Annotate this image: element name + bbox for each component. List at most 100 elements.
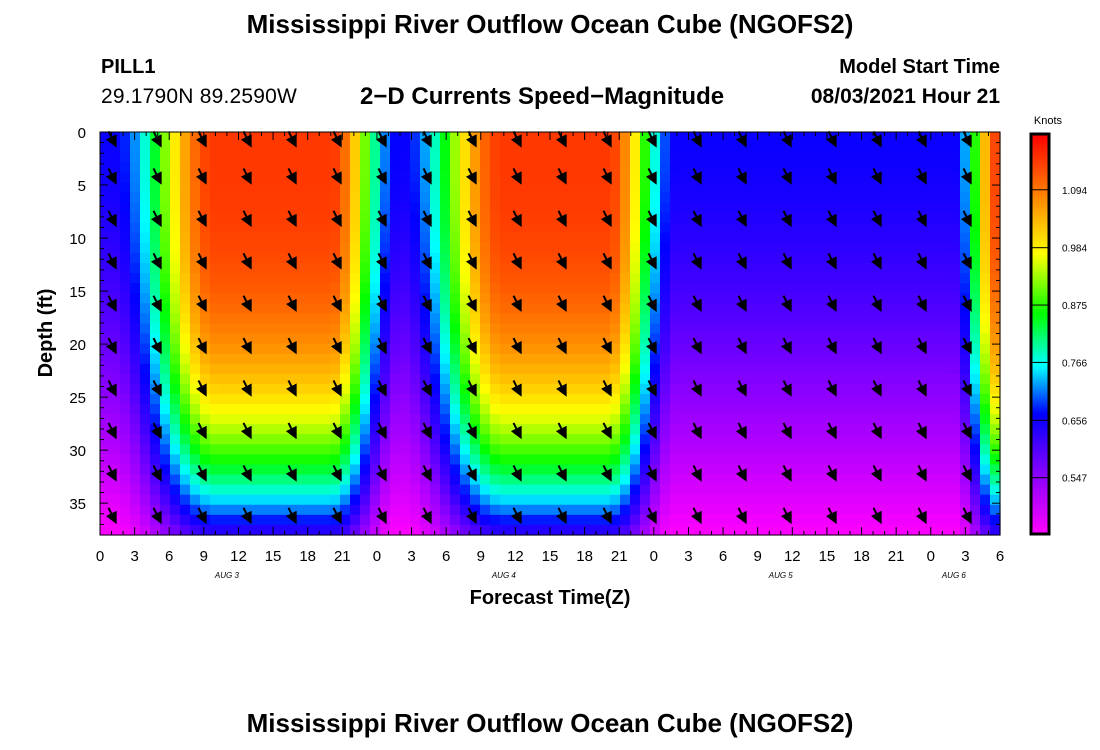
heatmap-cell [940,172,951,183]
current-vector-arrow [870,507,882,525]
heatmap-cell [200,202,211,214]
heatmap-cell [200,303,211,314]
current-vector-arrow [870,380,882,397]
heatmap-cell [750,142,761,153]
heatmap-cell [100,404,111,415]
heatmap-cell [860,132,871,143]
heatmap-cell [730,524,741,536]
heatmap-cell [530,494,541,506]
heatmap-cell [610,242,621,254]
heatmap-cell [940,182,951,194]
heatmap-cell [330,524,341,536]
heatmap-cell [810,182,821,194]
heatmap-cell [450,484,461,496]
heatmap-cell [840,142,851,153]
heatmap-cell [850,172,861,183]
heatmap-cell [290,313,301,325]
heatmap-cell [760,524,771,536]
heatmap-cell [400,524,411,536]
heatmap-cell [870,514,881,526]
heatmap-cell [640,182,651,194]
heatmap-cell [150,393,161,405]
heatmap-cell [880,514,891,526]
heatmap-cell [620,242,631,254]
heatmap-cell [280,313,291,325]
heatmap-cell [810,363,821,375]
heatmap-cell [550,252,561,264]
heatmap-cell [260,162,271,173]
x-tick-label: 21 [611,548,628,565]
heatmap-cell [840,524,851,536]
heatmap-cell [260,383,271,395]
heatmap-cell [810,454,821,466]
heatmap-cell [100,212,111,224]
heatmap-cell [400,172,411,183]
heatmap-cell [220,202,231,214]
heatmap-cell [380,323,391,335]
heatmap-cell [580,192,591,204]
heatmap-cell [720,242,731,254]
heatmap-cell [520,363,531,375]
heatmap-cell [900,353,911,365]
heatmap-cell [700,262,711,274]
heatmap-cell [970,293,981,304]
heatmap-cell [590,343,601,355]
heatmap-cell [460,242,471,254]
heatmap-cell [380,444,391,455]
heatmap-cell [640,444,651,455]
heatmap-cell [340,383,351,395]
heatmap-cell [210,404,221,415]
heatmap-cell [210,172,221,183]
heatmap-cell [880,404,891,415]
heatmap-cell [570,192,581,204]
heatmap-cell [450,524,461,536]
heatmap-cell [990,434,1001,445]
heatmap-cell [660,383,671,395]
heatmap-cell [590,132,601,143]
heatmap-cell [600,333,611,345]
heatmap-cell [990,414,1001,425]
heatmap-cell [890,323,901,335]
heatmap-cell [140,262,151,274]
heatmap-cell [480,142,491,153]
heatmap-cell [390,464,401,476]
current-vector-arrow [735,380,747,397]
heatmap-cell [880,142,891,153]
heatmap-cell [170,182,181,194]
heatmap-cell [370,464,381,476]
heatmap-cell [770,303,781,314]
heatmap-cell [230,353,241,365]
heatmap-cell [560,353,571,365]
heatmap-cell [130,474,141,486]
heatmap-cell [590,283,601,294]
heatmap-cell [750,454,761,466]
current-vector-arrow [915,167,927,185]
heatmap-cell [840,444,851,455]
heatmap-cell [600,283,611,294]
heatmap-cell [930,242,941,254]
heatmap-cell [860,252,871,264]
heatmap-cell [700,152,711,163]
heatmap-cell [700,293,711,304]
heatmap-cell [240,152,251,163]
heatmap-cell [990,182,1001,194]
heatmap-cell [370,232,381,244]
x-tick-label: 18 [299,548,316,565]
heatmap-cell [240,434,251,445]
heatmap-cell [690,373,701,385]
heatmap-cell [830,414,841,425]
heatmap-cell [740,313,751,325]
current-vector-arrow [105,295,117,312]
current-vector-arrow [510,252,522,270]
heatmap-cell [980,132,991,143]
heatmap-cell [670,232,681,244]
heatmap-cell [800,202,811,214]
heatmap-cell [310,152,321,163]
heatmap-cell [690,192,701,204]
heatmap-cell [520,454,531,466]
x-tick-label: 0 [650,548,658,565]
heatmap-cell [380,504,391,516]
heatmap-cell [320,484,331,496]
heatmap-cell [490,333,501,345]
heatmap-cell [290,303,301,314]
